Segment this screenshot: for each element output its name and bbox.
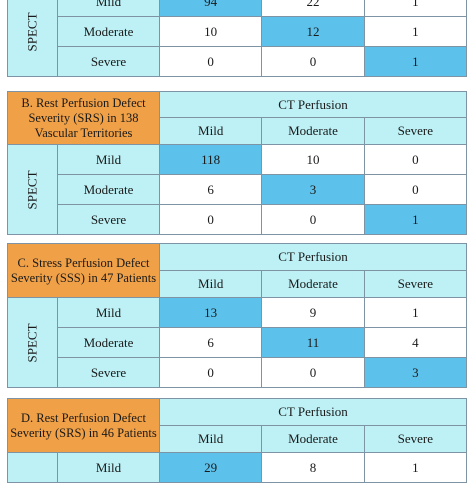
cell: 6 (159, 327, 263, 358)
group-header: CT Perfusion (159, 398, 467, 426)
row-label: Severe (56, 357, 161, 388)
column-header: Mild (158, 425, 263, 453)
row-label: Mild (56, 144, 161, 175)
cell: 8 (261, 452, 365, 483)
row-label: Moderate (57, 16, 160, 47)
table-b: B. Rest Perfusion Defect Severity (SRS) … (6, 91, 468, 235)
cell: 9 (261, 297, 365, 328)
table-row: SPECT Mild 118 10 0 (7, 144, 468, 235)
row-label: Mild (57, 452, 160, 483)
table-header-row: Mild Moderate Severe (8, 117, 468, 145)
cell: 22 (261, 0, 365, 17)
spect-label: SPECT (24, 322, 40, 363)
table-header-row: C. Stress Perfusion Defect Severity (SSS… (6, 243, 467, 298)
cell: 118 (159, 144, 263, 175)
table-row: Moderate 10 12 1 (8, 16, 468, 47)
cell: 1 (363, 204, 468, 235)
spect-label: SPECT (24, 11, 40, 52)
cell: 0 (159, 357, 263, 388)
table-title: B. Rest Perfusion Defect Severity (SRS) … (6, 91, 161, 145)
cell: 6 (159, 174, 263, 205)
column-header: Severe (363, 117, 468, 145)
column-header: Mild (159, 270, 263, 298)
column-header: Moderate (261, 270, 365, 298)
table-d: D. Rest Perfusion Defect Severity (SRS) … (7, 398, 468, 483)
table-header-row: B. Rest Perfusion Defect Severity (SRS) … (6, 91, 467, 145)
row-label: Moderate (56, 327, 161, 358)
table-row: Moderate 6 3 0 (8, 174, 468, 205)
group-header: CT Perfusion (159, 91, 467, 118)
table-c: C. Stress Perfusion Defect Severity (SSS… (6, 243, 468, 388)
cell: 11 (261, 327, 365, 358)
row-label: Severe (56, 204, 161, 235)
cell: 10 (261, 144, 365, 175)
cell: 12 (261, 16, 365, 47)
cell: 4 (363, 327, 468, 358)
cell: 13 (159, 297, 263, 328)
row-label: Moderate (56, 174, 161, 205)
cell: 1 (363, 297, 468, 328)
table-row: Severe 0 0 1 (8, 46, 468, 77)
row-label: Mild (56, 297, 161, 328)
cell: 94 (158, 0, 263, 17)
table-title: C. Stress Perfusion Defect Severity (SSS… (6, 243, 161, 298)
table-header-row: Mild Moderate Severe (8, 425, 468, 453)
cell: 10 (158, 16, 263, 47)
cell: 0 (261, 204, 365, 235)
cell: 29 (158, 452, 263, 483)
cell: 0 (363, 174, 468, 205)
spect-label-cell: SPECT (7, 297, 58, 388)
cell: 0 (261, 46, 365, 77)
group-header: CT Perfusion (159, 243, 467, 271)
cell: 1 (363, 0, 468, 17)
cell: 0 (158, 46, 263, 77)
table-title: D. Rest Perfusion Defect Severity (SRS) … (7, 398, 160, 453)
table-row: Moderate 6 11 4 (8, 327, 468, 358)
cell: 1 (363, 452, 468, 483)
column-header: Moderate (261, 425, 365, 453)
table-row: Mild 29 8 1 (7, 452, 468, 483)
row-label: Mild (57, 0, 160, 17)
cell: 3 (261, 174, 365, 205)
spect-label-cell: SPECT (7, 0, 58, 77)
table-row: SPECT Mild 94 22 1 (7, 0, 468, 77)
cell: 1 (363, 46, 468, 77)
column-header: Severe (363, 270, 468, 298)
cell: 0 (159, 204, 263, 235)
cell: 1 (363, 16, 468, 47)
column-header: Severe (363, 425, 468, 453)
spect-label-cell: SPECT (7, 144, 58, 235)
spect-label: SPECT (24, 169, 40, 210)
column-header: Mild (159, 117, 263, 145)
table-row: Severe 0 0 3 (8, 357, 468, 388)
table-header-row: Mild Moderate Severe (8, 270, 468, 298)
table-header-row: D. Rest Perfusion Defect Severity (SRS) … (7, 398, 467, 453)
table-row: SPECT Mild 13 9 1 (7, 297, 468, 388)
cell: 0 (261, 357, 365, 388)
cell: 0 (363, 144, 468, 175)
column-header: Moderate (261, 117, 365, 145)
spect-label-cell (7, 452, 58, 483)
table-a: SPECT Mild 94 22 1 Moderate 10 12 1 Seve… (7, 0, 468, 77)
row-label: Severe (57, 46, 160, 77)
table-row: Severe 0 0 1 (8, 204, 468, 235)
cell: 3 (363, 357, 468, 388)
